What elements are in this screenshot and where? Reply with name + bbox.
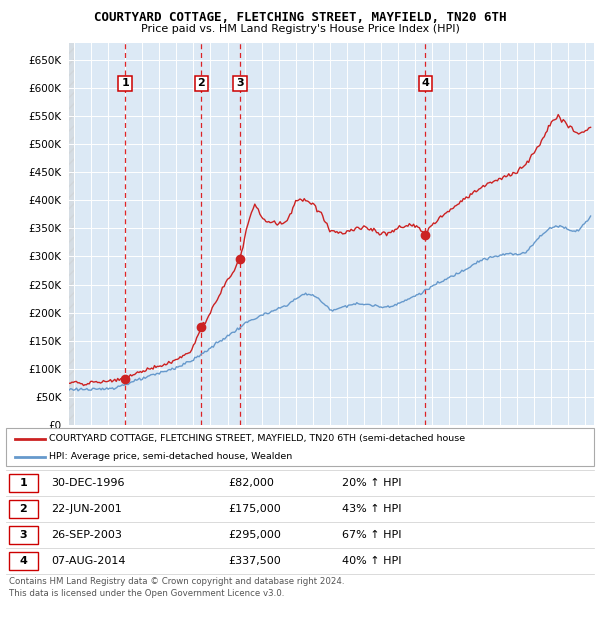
Text: 22-JUN-2001: 22-JUN-2001 xyxy=(51,504,122,514)
Text: £295,000: £295,000 xyxy=(228,530,281,540)
Text: HPI: Average price, semi-detached house, Wealden: HPI: Average price, semi-detached house,… xyxy=(49,452,292,461)
Text: 3: 3 xyxy=(236,79,244,89)
Text: £82,000: £82,000 xyxy=(228,478,274,488)
Text: 07-AUG-2014: 07-AUG-2014 xyxy=(51,556,125,566)
Text: Contains HM Land Registry data © Crown copyright and database right 2024.
This d: Contains HM Land Registry data © Crown c… xyxy=(9,577,344,598)
Text: COURTYARD COTTAGE, FLETCHING STREET, MAYFIELD, TN20 6TH (semi-detached house: COURTYARD COTTAGE, FLETCHING STREET, MAY… xyxy=(49,434,466,443)
Bar xyxy=(69,43,74,425)
Text: 1: 1 xyxy=(20,478,27,488)
Text: 30-DEC-1996: 30-DEC-1996 xyxy=(51,478,125,488)
Text: 43% ↑ HPI: 43% ↑ HPI xyxy=(342,504,401,514)
Text: 40% ↑ HPI: 40% ↑ HPI xyxy=(342,556,401,566)
Text: 4: 4 xyxy=(421,79,429,89)
Text: COURTYARD COTTAGE, FLETCHING STREET, MAYFIELD, TN20 6TH: COURTYARD COTTAGE, FLETCHING STREET, MAY… xyxy=(94,11,506,24)
Text: 3: 3 xyxy=(20,530,27,540)
Text: 2: 2 xyxy=(20,504,27,514)
Text: Price paid vs. HM Land Registry's House Price Index (HPI): Price paid vs. HM Land Registry's House … xyxy=(140,24,460,33)
Text: £337,500: £337,500 xyxy=(228,556,281,566)
Text: 2: 2 xyxy=(197,79,205,89)
Text: 4: 4 xyxy=(19,556,28,566)
Text: 67% ↑ HPI: 67% ↑ HPI xyxy=(342,530,401,540)
Text: 1: 1 xyxy=(121,79,129,89)
Text: 26-SEP-2003: 26-SEP-2003 xyxy=(51,530,122,540)
Text: 20% ↑ HPI: 20% ↑ HPI xyxy=(342,478,401,488)
Text: £175,000: £175,000 xyxy=(228,504,281,514)
